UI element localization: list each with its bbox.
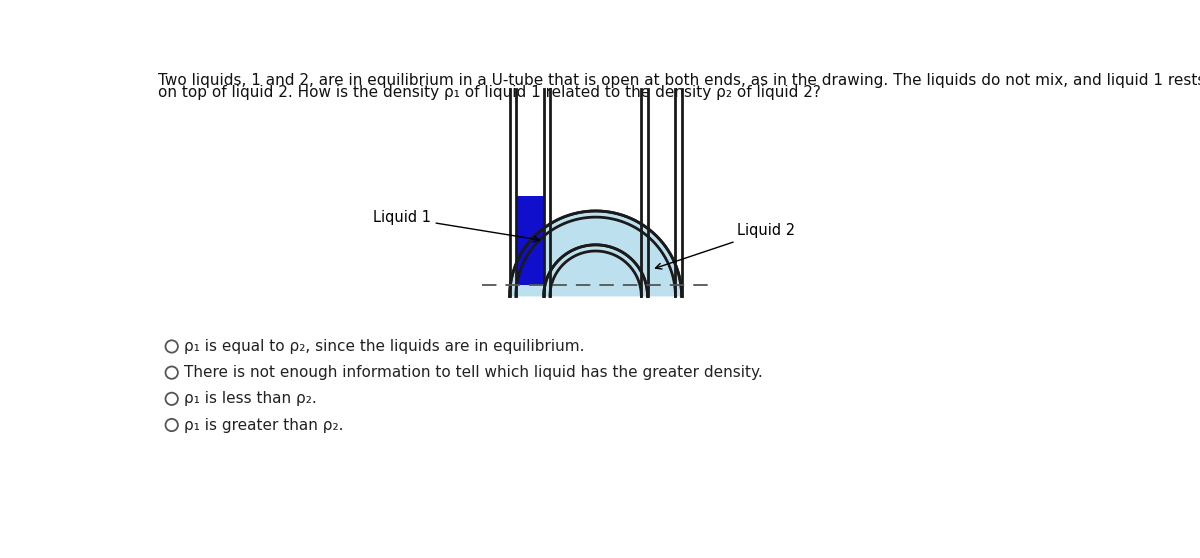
Text: Liquid 2: Liquid 2 (655, 223, 796, 269)
Text: ρ₁ is less than ρ₂.: ρ₁ is less than ρ₂. (184, 391, 317, 406)
Text: ρ₁ is greater than ρ₂.: ρ₁ is greater than ρ₂. (184, 417, 343, 432)
Text: ρ₁ is equal to ρ₂, since the liquids are in equilibrium.: ρ₁ is equal to ρ₂, since the liquids are… (184, 339, 584, 354)
Text: Two liquids, 1 and 2, are in equilibrium in a U-tube that is open at both ends, : Two liquids, 1 and 2, are in equilibrium… (157, 73, 1200, 88)
Text: on top of liquid 2. How is the density ρ₁ of liquid 1 related to the density ρ₂ : on top of liquid 2. How is the density ρ… (157, 85, 821, 100)
Text: There is not enough information to tell which liquid has the greater density.: There is not enough information to tell … (184, 365, 763, 380)
Bar (648, 266, 676, 296)
Bar (516, 285, 544, 296)
Polygon shape (510, 211, 682, 296)
Text: Liquid 1: Liquid 1 (372, 210, 540, 242)
Polygon shape (544, 245, 648, 296)
Bar (516, 196, 544, 285)
